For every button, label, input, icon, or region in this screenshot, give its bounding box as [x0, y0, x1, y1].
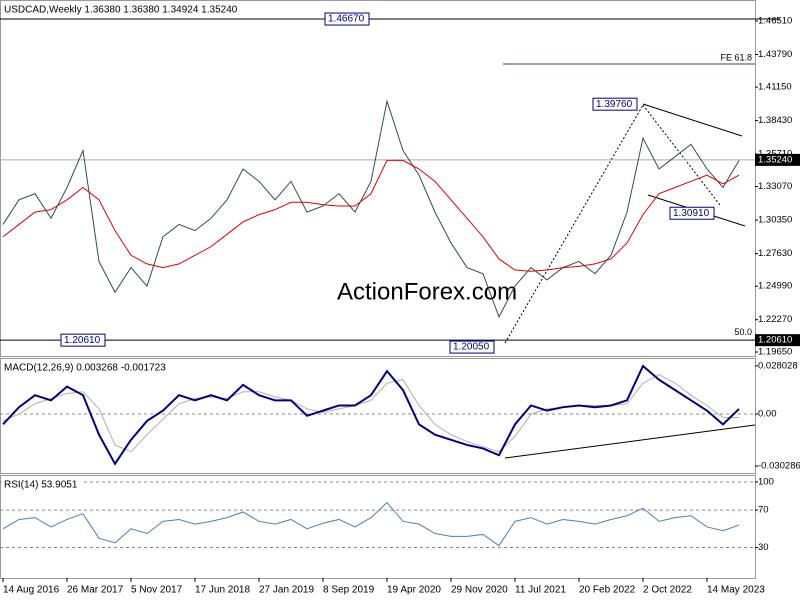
x-tick-label: 19 Apr 2020 [387, 585, 441, 596]
axis-level-box [755, 334, 800, 347]
level-box [592, 97, 638, 111]
y-tick-label: 0.028028 [758, 360, 798, 371]
fib-label: 50.0 [734, 327, 752, 337]
y-tick-label: 70 [758, 505, 769, 516]
x-tick-label: 27 Jan 2019 [259, 585, 314, 596]
y-tick-label: 30 [758, 542, 769, 553]
fib-swing [642, 104, 721, 206]
x-tick-label: 17 Jun 2018 [195, 585, 250, 596]
macd-trendline [504, 424, 756, 459]
last-price-box [755, 153, 800, 166]
x-tick-label: 11 Jul 2021 [515, 585, 566, 596]
x-tick-label: 14 Aug 2016 [3, 585, 60, 596]
y-tick-label: -0.030286 [758, 461, 800, 472]
panel-title-bg [2, 478, 82, 491]
level-box [324, 12, 370, 26]
panel-title-bg [2, 3, 234, 16]
panel-title: RSI(14) 53.9051 [4, 480, 78, 491]
level-box [60, 333, 106, 347]
level-label: 1.30910 [673, 208, 710, 219]
panel-title: MACD(12,26,9) 0.003268 -0.001723 [4, 363, 166, 374]
level-label: 1.20610 [64, 335, 101, 346]
x-tick-label: 5 Nov 2017 [131, 585, 183, 596]
y-tick-label: 100 [758, 477, 774, 488]
y-tick-label: 1.33070 [758, 181, 792, 192]
level-label: 1.39760 [596, 99, 633, 110]
x-tick-label: 8 Sep 2019 [323, 585, 375, 596]
axis-level-label: 1.20610 [758, 335, 792, 346]
x-tick-label: 2 Oct 2022 [643, 585, 692, 596]
y-tick-label: 1.19650 [758, 347, 792, 358]
fib-label: FE 61.8 [720, 52, 752, 62]
panel-title: USDCAD,Weekly 1.36380 1.36380 1.34924 1.… [4, 5, 238, 16]
x-tick-label: 20 Feb 2022 [579, 585, 636, 596]
rsi-panel [0, 475, 756, 579]
macd-panel [0, 358, 756, 474]
x-tick-label: 26 Mar 2017 [67, 585, 124, 596]
watermark: ActionForex.com [337, 278, 517, 305]
series-line [2, 99, 740, 319]
y-tick-label: 0.00 [758, 409, 777, 420]
x-tick-label: 14 May 2023 [707, 585, 765, 596]
y-tick-label: 1.43790 [758, 49, 792, 60]
y-tick-label: 1.30350 [758, 215, 792, 226]
level-label: 1.46670 [328, 14, 365, 25]
series-line [2, 364, 740, 466]
level-box [669, 206, 715, 220]
panel-title-bg [2, 361, 164, 374]
y-tick-label: 1.27630 [758, 248, 792, 259]
level-box [449, 340, 495, 354]
y-tick-label: 1.22270 [758, 314, 792, 325]
level-label: 1.20050 [453, 342, 490, 353]
x-tick-label: 29 Nov 2020 [451, 585, 508, 596]
series-line [2, 159, 740, 272]
channel-upper [642, 103, 743, 137]
last-price-label: 1.35240 [758, 154, 792, 165]
y-tick-label: 1.24990 [758, 281, 792, 292]
price-panel [0, 0, 756, 357]
y-tick-label: 1.41150 [758, 82, 792, 93]
y-tick-label: 1.46510 [758, 16, 792, 27]
series-line [2, 501, 740, 547]
fib-swing [504, 104, 644, 344]
y-tick-label: 1.38430 [758, 115, 792, 126]
